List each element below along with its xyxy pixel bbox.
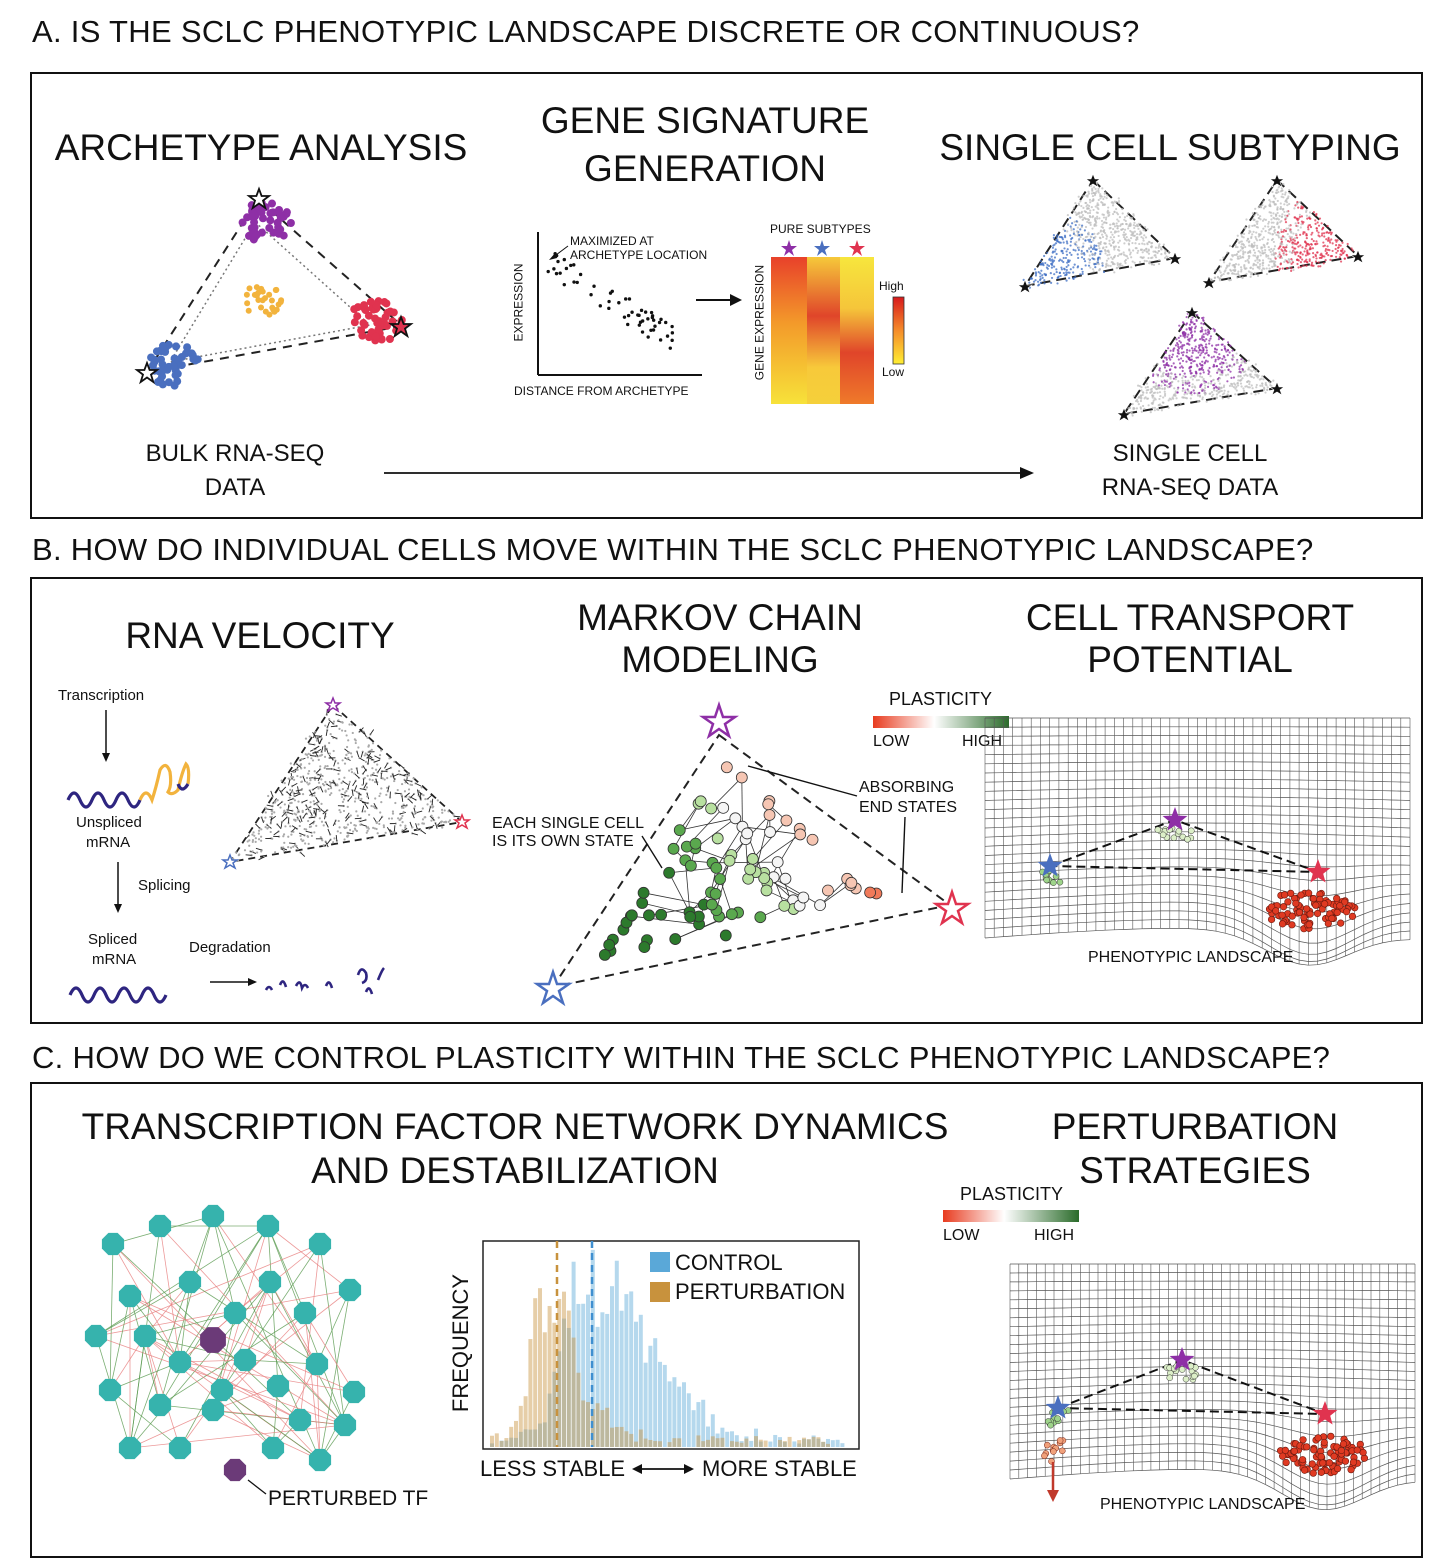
plasticity-low-c: LOW [943, 1227, 980, 1244]
perturbation-title-line2: STRATEGIES [1079, 1150, 1311, 1191]
perturbation-title-line1: PERTURBATION [1051, 1106, 1339, 1147]
perturbed-tf-label: PERTURBED TF [268, 1487, 429, 1510]
landscape-label-c: PHENOTYPIC LANDSCAPE [1100, 1496, 1306, 1513]
landscape-label-b: PHENOTYPIC LANDSCAPE [1088, 949, 1294, 966]
unspliced-label-line2: mRNA [86, 834, 131, 851]
tf-title-line1: TRANSCRIPTION FACTOR NETWORK DYNAMICS [81, 1106, 949, 1147]
rna-velocity-title: RNA VELOCITY [125, 615, 395, 656]
heatmap-legend-high: High [879, 279, 904, 293]
gene-signature-title-line1: GENE SIGNATURE [540, 100, 870, 141]
each-cell-label-line2: IS ITS OWN STATE [492, 833, 634, 850]
splicing-label: Splicing [138, 877, 191, 894]
degradation-label: Degradation [189, 939, 271, 956]
unspliced-label-line1: Unspliced [76, 814, 142, 831]
panel-b [30, 577, 1423, 1024]
markov-title-line1: MARKOV CHAIN [577, 597, 863, 638]
spliced-label-line1: Spliced [88, 931, 138, 948]
panel-a [30, 72, 1423, 519]
heatmap-legend-low: Low [882, 365, 905, 379]
more-stable-label: MORE STABLE [702, 1456, 857, 1481]
archetype-analysis-title: ARCHETYPE ANALYSIS [54, 127, 468, 168]
tf-title-line2: AND DESTABILIZATION [311, 1150, 719, 1191]
spliced-label-line2: mRNA [92, 951, 137, 968]
plasticity-legend-title-c: PLASTICITY [960, 1184, 1064, 1204]
markov-title-line2: MODELING [621, 639, 819, 680]
transcription-label: Transcription [58, 687, 145, 704]
scatter-annotation-line2: ARCHETYPE LOCATION [570, 248, 708, 262]
each-cell-label-line1: EACH SINGLE CELL [492, 815, 645, 832]
single-cell-label-line1: SINGLE CELL [1112, 440, 1268, 467]
scatter-x-label: DISTANCE FROM ARCHETYPE [514, 384, 689, 398]
legend-perturbation: PERTURBATION [675, 1279, 846, 1304]
archetype-star-red-icon [388, 314, 414, 339]
gene-signature-title-line2: GENERATION [584, 148, 826, 189]
section-c-title: C. HOW DO WE CONTROL PLASTICITY WITHIN T… [32, 1040, 1331, 1075]
section-a-title: A. IS THE SCLC PHENOTYPIC LANDSCAPE DISC… [32, 14, 1140, 49]
absorbing-label-line1: ABSORBING [859, 779, 955, 796]
legend-control: CONTROL [675, 1250, 783, 1275]
single-cell-label-line2: RNA-SEQ DATA [1101, 474, 1279, 501]
panel-c [30, 1082, 1423, 1558]
scatter-annotation-line1: MAXIMIZED AT [570, 234, 654, 248]
plasticity-legend-title-b: PLASTICITY [889, 689, 993, 709]
plasticity-low-b: LOW [873, 733, 910, 750]
bulk-rna-label-line1: BULK RNA-SEQ [145, 440, 325, 467]
transport-title-line1: CELL TRANSPORT [1025, 597, 1355, 638]
archetype-star-blue-icon [134, 360, 160, 385]
single-cell-subtyping-title: SINGLE CELL SUBTYPING [939, 127, 1401, 168]
less-stable-label: LESS STABLE [480, 1456, 626, 1481]
absorbing-label-line2: END STATES [859, 799, 958, 816]
archetype-star-purple-icon [246, 186, 272, 211]
bulk-rna-label-line2: DATA [204, 474, 266, 501]
transport-title-line2: POTENTIAL [1087, 639, 1293, 680]
heatmap-title: PURE SUBTYPES [770, 222, 871, 236]
plasticity-high-c: HIGH [1034, 1227, 1074, 1244]
section-b-title: B. HOW DO INDIVIDUAL CELLS MOVE WITHIN T… [32, 532, 1314, 567]
